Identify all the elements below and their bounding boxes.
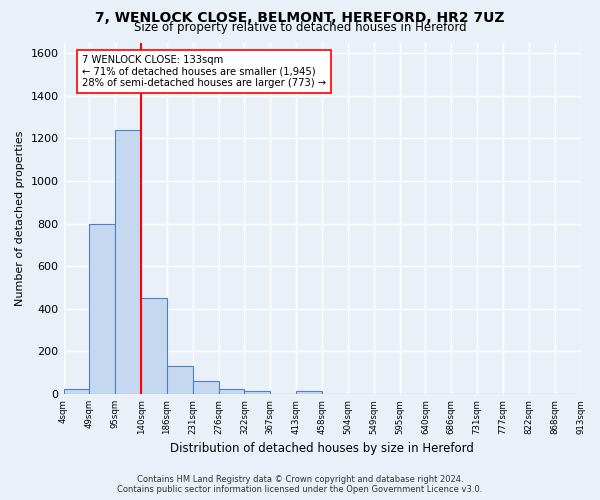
Bar — [89, 224, 115, 394]
Bar — [64, 388, 89, 394]
Text: Contains HM Land Registry data © Crown copyright and database right 2024.
Contai: Contains HM Land Registry data © Crown c… — [118, 474, 482, 494]
Bar — [193, 381, 218, 394]
Bar — [141, 298, 167, 394]
Bar — [115, 130, 141, 394]
Bar — [296, 390, 322, 394]
Text: Size of property relative to detached houses in Hereford: Size of property relative to detached ho… — [134, 22, 466, 35]
Bar — [218, 388, 244, 394]
X-axis label: Distribution of detached houses by size in Hereford: Distribution of detached houses by size … — [170, 442, 474, 455]
Text: 7, WENLOCK CLOSE, BELMONT, HEREFORD, HR2 7UZ: 7, WENLOCK CLOSE, BELMONT, HEREFORD, HR2… — [95, 11, 505, 25]
Text: 7 WENLOCK CLOSE: 133sqm
← 71% of detached houses are smaller (1,945)
28% of semi: 7 WENLOCK CLOSE: 133sqm ← 71% of detache… — [82, 56, 326, 88]
Bar — [167, 366, 193, 394]
Bar — [244, 390, 271, 394]
Y-axis label: Number of detached properties: Number of detached properties — [15, 130, 25, 306]
